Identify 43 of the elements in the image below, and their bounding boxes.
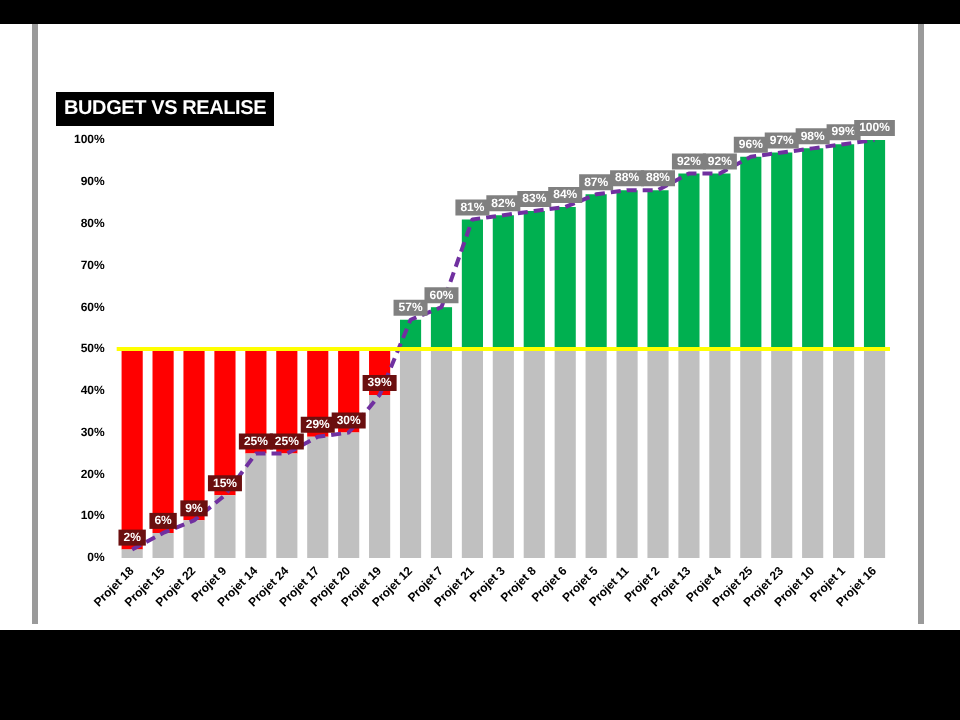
bar: [338, 432, 360, 558]
bar: [802, 348, 824, 558]
bar: [647, 190, 669, 349]
bar: [245, 453, 267, 558]
bar: [121, 348, 143, 550]
bar: [461, 219, 483, 349]
bar: [554, 206, 576, 349]
bar: [616, 190, 638, 349]
bar: [833, 144, 855, 349]
bar: [492, 348, 514, 558]
bar: [492, 215, 514, 349]
bar: [863, 348, 886, 558]
bar: [678, 173, 700, 349]
bar: [369, 394, 391, 558]
bar: [647, 348, 669, 558]
bar: [430, 307, 453, 349]
bar: [740, 348, 762, 558]
bar: [523, 348, 545, 558]
bar: [678, 348, 700, 558]
bar: [709, 173, 731, 349]
bar: [183, 348, 205, 521]
bar: [740, 156, 762, 349]
bar: [771, 152, 793, 349]
bar: [523, 211, 545, 349]
bar: [183, 520, 205, 558]
bar: [863, 140, 886, 349]
bar: [771, 348, 793, 558]
bar: [802, 148, 824, 349]
bar: [152, 532, 174, 558]
bar: [833, 348, 855, 558]
bar: [461, 348, 483, 558]
bar: [399, 348, 422, 558]
chart-title: BUDGET VS REALISE: [56, 92, 275, 126]
bar: [585, 194, 607, 349]
bar: [121, 549, 143, 558]
bar: [554, 348, 576, 558]
bar: [276, 453, 298, 558]
bar: [709, 348, 731, 558]
bar: [585, 348, 607, 558]
bar: [616, 348, 638, 558]
bar: [307, 436, 329, 558]
bar: [430, 348, 453, 558]
bar: [214, 495, 236, 558]
